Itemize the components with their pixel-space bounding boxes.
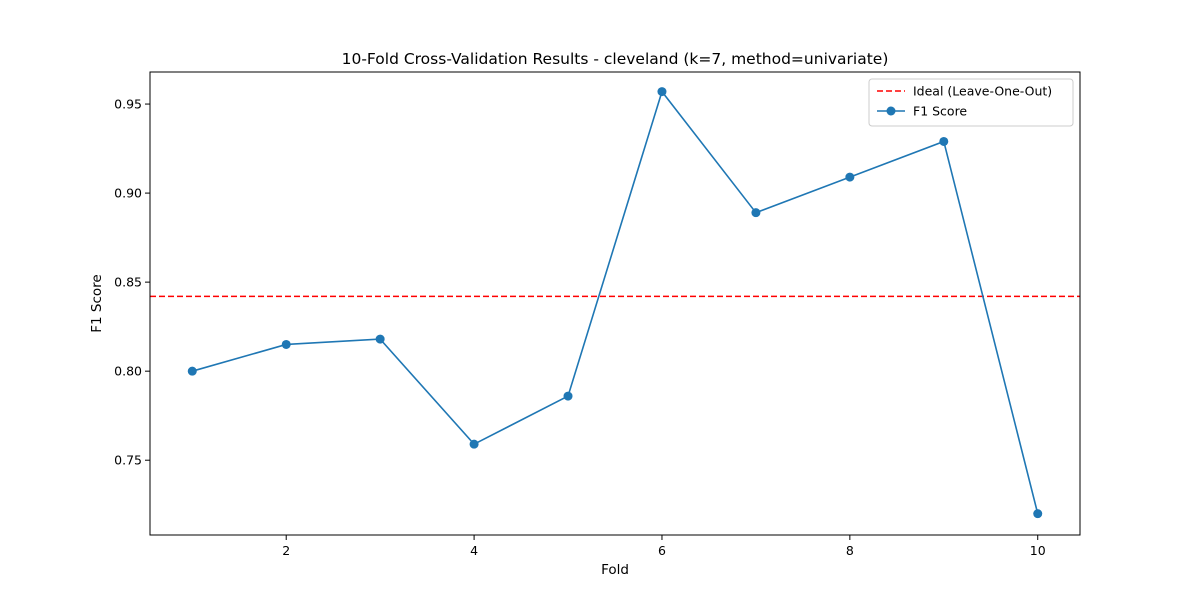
legend-ideal-label: Ideal (Leave-One-Out) [913, 84, 1052, 99]
y-tick-label: 0.95 [114, 97, 142, 112]
f1-score-line [192, 89, 1039, 514]
x-axis: 2 4 6 8 10 [282, 535, 1046, 558]
y-tick-label: 0.85 [114, 275, 142, 290]
y-axis-title: F1 Score [89, 274, 105, 332]
y-tick-label: 0.90 [114, 186, 142, 201]
chart-title: 10-Fold Cross-Validation Results - cleve… [342, 50, 889, 68]
f1-score-point [281, 339, 291, 349]
plot-area [150, 87, 1080, 519]
legend-f1-marker [886, 106, 896, 116]
f1-score-point [1033, 509, 1043, 519]
f1-score-point [751, 208, 761, 218]
f1-score-point [939, 136, 949, 146]
legend-f1-label: F1 Score [913, 104, 967, 119]
x-tick-label: 2 [282, 543, 290, 558]
x-tick-label: 10 [1030, 543, 1046, 558]
plot-frame [149, 71, 1081, 536]
f1-score-point [469, 439, 479, 449]
x-axis-title: Fold [601, 562, 629, 578]
y-tick-label: 0.80 [114, 364, 142, 379]
legend: Ideal (Leave-One-Out) F1 Score [868, 78, 1074, 127]
x-tick-label: 4 [470, 543, 478, 558]
f1-score-point [375, 334, 385, 344]
y-tick-label: 0.75 [114, 453, 142, 468]
f1-score-point [845, 172, 855, 182]
f1-score-point [563, 391, 573, 401]
x-tick-label: 8 [846, 543, 854, 558]
f1-score-point [187, 366, 197, 376]
legend-box [868, 78, 1074, 127]
f1-score-point [657, 87, 667, 97]
y-axis: 0.75 0.80 0.85 0.90 0.95 [114, 97, 150, 468]
x-tick-label: 6 [658, 543, 666, 558]
